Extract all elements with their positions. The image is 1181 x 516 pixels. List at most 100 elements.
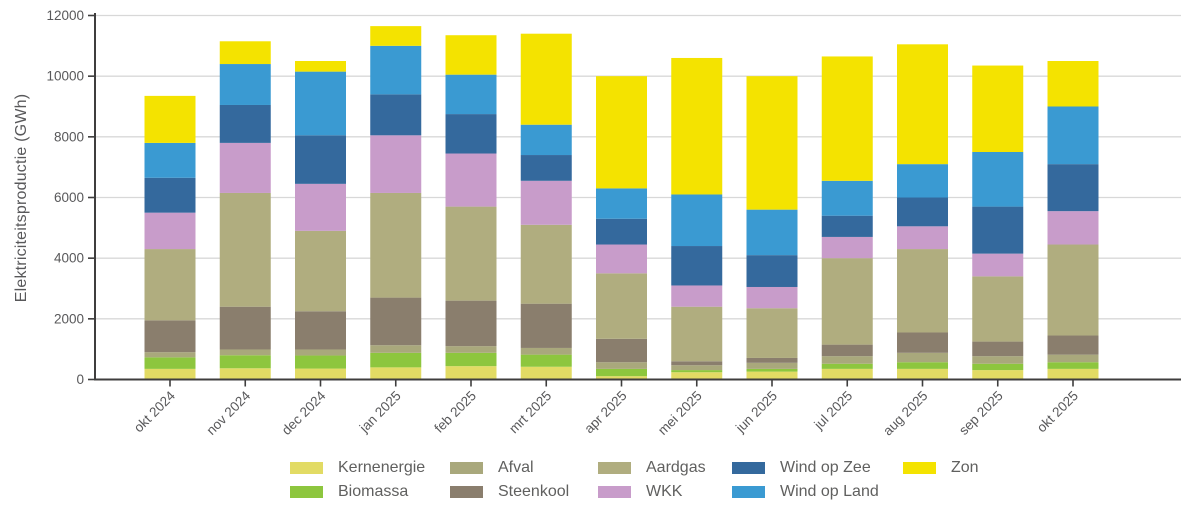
segment-wind-op-zee[interactable] [821, 215, 873, 237]
segment-zon[interactable] [1047, 61, 1099, 107]
segment-zon[interactable] [972, 65, 1024, 152]
segment-zon[interactable] [746, 76, 798, 210]
segment-wind-op-zee[interactable] [520, 155, 572, 181]
segment-kernenergie[interactable] [972, 370, 1024, 380]
segment-kernenergie[interactable] [219, 368, 271, 380]
segment-wind-op-zee[interactable] [746, 255, 798, 287]
segment-afval[interactable] [671, 365, 723, 371]
segment-aardgas[interactable] [671, 306, 723, 362]
segment-zon[interactable] [295, 61, 346, 72]
segment-wind-op-land[interactable] [821, 180, 873, 216]
segment-zon[interactable] [219, 41, 271, 65]
segment-steenkool[interactable] [295, 311, 346, 350]
segment-wind-op-zee[interactable] [370, 94, 422, 136]
segment-zon[interactable] [821, 56, 873, 181]
segment-wind-op-land[interactable] [596, 188, 647, 219]
segment-wind-op-zee[interactable] [671, 246, 723, 286]
segment-wkk[interactable] [144, 212, 196, 250]
segment-wind-op-land[interactable] [144, 142, 196, 178]
segment-steenkool[interactable] [445, 300, 497, 347]
segment-wind-op-land[interactable] [671, 194, 723, 247]
segment-aardgas[interactable] [746, 308, 798, 358]
segment-wind-op-zee[interactable] [1047, 164, 1099, 212]
segment-wind-op-land[interactable] [746, 209, 798, 256]
segment-biomassa[interactable] [219, 355, 271, 369]
segment-wind-op-land[interactable] [370, 45, 422, 95]
segment-biomassa[interactable] [144, 357, 196, 369]
legend-item-biomassa[interactable]: Biomassa [290, 480, 450, 504]
segment-steenkool[interactable] [821, 344, 873, 357]
segment-steenkool[interactable] [746, 357, 798, 363]
segment-steenkool[interactable] [671, 361, 723, 366]
segment-wind-op-zee[interactable] [219, 104, 271, 143]
segment-aardgas[interactable] [821, 258, 873, 345]
segment-steenkool[interactable] [596, 338, 647, 363]
segment-wkk[interactable] [897, 226, 948, 250]
segment-kernenergie[interactable] [520, 366, 572, 380]
segment-afval[interactable] [144, 352, 196, 358]
segment-kernenergie[interactable] [897, 368, 948, 380]
segment-afval[interactable] [445, 346, 497, 353]
segment-wkk[interactable] [671, 285, 723, 307]
segment-wind-op-land[interactable] [1047, 106, 1099, 165]
segment-aardgas[interactable] [520, 224, 572, 304]
segment-wind-op-land[interactable] [219, 64, 271, 105]
segment-afval[interactable] [972, 356, 1024, 364]
segment-biomassa[interactable] [821, 363, 873, 369]
segment-biomassa[interactable] [445, 352, 497, 367]
segment-afval[interactable] [897, 352, 948, 363]
segment-kernenergie[interactable] [746, 371, 798, 380]
segment-wkk[interactable] [219, 142, 271, 193]
segment-wind-op-land[interactable] [897, 164, 948, 198]
segment-aardgas[interactable] [295, 230, 346, 312]
segment-aardgas[interactable] [370, 192, 422, 298]
segment-biomassa[interactable] [671, 370, 723, 373]
segment-wind-op-land[interactable] [445, 74, 497, 115]
segment-steenkool[interactable] [972, 341, 1024, 357]
segment-kernenergie[interactable] [370, 367, 422, 380]
legend-item-wind-op-zee[interactable]: Wind op Zee [732, 456, 903, 480]
segment-wkk[interactable] [972, 253, 1024, 277]
segment-wkk[interactable] [370, 135, 422, 193]
segment-afval[interactable] [1047, 354, 1099, 363]
segment-wind-op-zee[interactable] [144, 177, 196, 213]
segment-zon[interactable] [445, 35, 497, 75]
segment-wkk[interactable] [821, 236, 873, 259]
legend-item-aardgas[interactable]: Aardgas [598, 456, 732, 480]
legend-item-kernenergie[interactable]: Kernenergie [290, 456, 450, 480]
segment-wkk[interactable] [445, 153, 497, 207]
segment-wind-op-land[interactable] [520, 124, 572, 156]
segment-aardgas[interactable] [219, 192, 271, 307]
segment-steenkool[interactable] [897, 332, 948, 353]
segment-wind-op-land[interactable] [295, 71, 346, 136]
segment-afval[interactable] [596, 362, 647, 369]
segment-zon[interactable] [144, 95, 196, 143]
segment-kernenergie[interactable] [596, 376, 647, 380]
legend-item-afval[interactable]: Afval [450, 456, 598, 480]
segment-kernenergie[interactable] [671, 372, 723, 380]
segment-biomassa[interactable] [972, 363, 1024, 371]
legend-item-zon[interactable]: Zon [903, 456, 979, 480]
segment-wind-op-zee[interactable] [445, 114, 497, 154]
segment-steenkool[interactable] [144, 320, 196, 353]
segment-wkk[interactable] [596, 244, 647, 274]
segment-wind-op-zee[interactable] [897, 197, 948, 227]
segment-aardgas[interactable] [897, 249, 948, 333]
segment-wind-op-land[interactable] [972, 152, 1024, 207]
segment-steenkool[interactable] [520, 303, 572, 348]
segment-wkk[interactable] [295, 183, 346, 231]
segment-biomassa[interactable] [370, 352, 422, 368]
segment-aardgas[interactable] [596, 273, 647, 339]
segment-biomassa[interactable] [596, 368, 647, 377]
legend-item-steenkool[interactable]: Steenkool [450, 480, 598, 504]
segment-aardgas[interactable] [144, 249, 196, 321]
segment-afval[interactable] [746, 362, 798, 369]
segment-afval[interactable] [821, 356, 873, 364]
segment-wkk[interactable] [1047, 211, 1099, 245]
segment-steenkool[interactable] [219, 306, 271, 350]
segment-biomassa[interactable] [746, 368, 798, 372]
legend-item-wind-op-land[interactable]: Wind op Land [732, 480, 903, 504]
segment-biomassa[interactable] [897, 362, 948, 369]
segment-kernenergie[interactable] [144, 368, 196, 380]
segment-wkk[interactable] [520, 180, 572, 225]
